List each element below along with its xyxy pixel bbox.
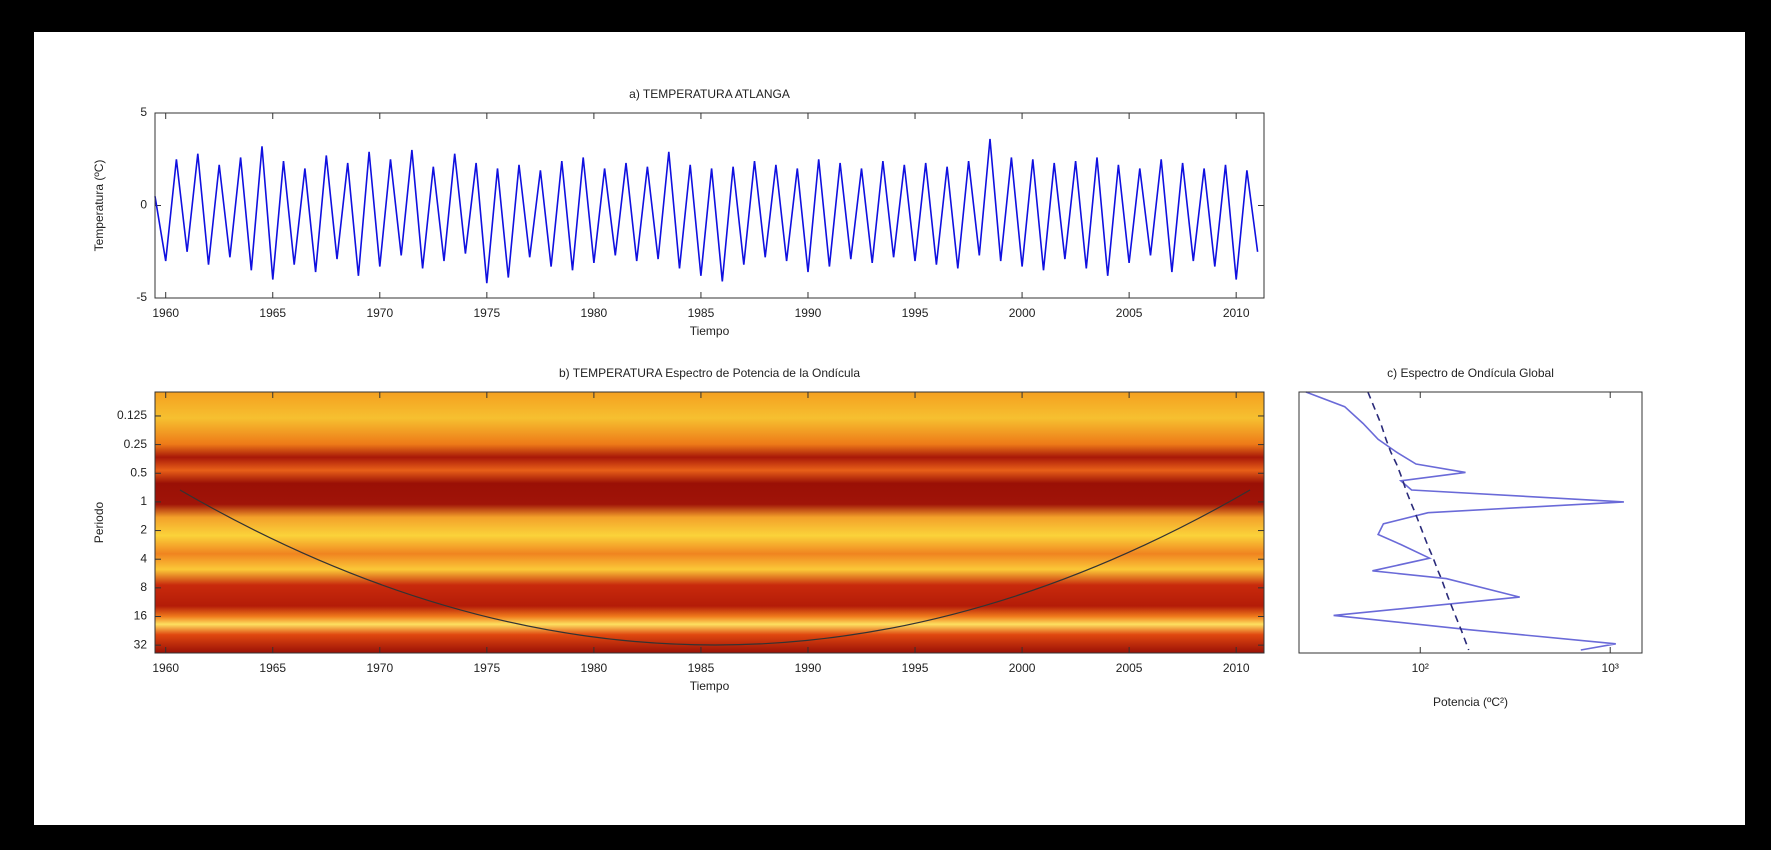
- x-tick-label: 1990: [795, 661, 822, 675]
- wavelet-power-map: [155, 392, 1264, 653]
- y-tick-label: 32: [134, 637, 148, 651]
- x-tick-label: 2010: [1223, 661, 1250, 675]
- x-axis-label: Tiempo: [690, 324, 730, 338]
- x-tick-label: 1995: [902, 306, 929, 320]
- spectrum-line: [1367, 391, 1470, 651]
- x-tick-label: 1965: [259, 661, 286, 675]
- x-tick-label: 1980: [581, 306, 608, 320]
- y-tick-label: 4: [140, 551, 147, 565]
- x-tick-label: 1970: [366, 306, 393, 320]
- y-tick-label: 0.5: [130, 465, 147, 479]
- y-tick-label: 16: [134, 609, 148, 623]
- y-tick-label: 1: [140, 494, 147, 508]
- chart-title: a) TEMPERATURA ATLANGA: [629, 87, 790, 101]
- spectrum-line: [1305, 391, 1624, 651]
- x-tick-label: 2000: [1009, 661, 1036, 675]
- x-tick-label: 10³: [1602, 661, 1619, 675]
- x-tick-label: 1995: [902, 661, 929, 675]
- plot-frame: [154, 112, 1265, 299]
- x-axis-label: Tiempo: [690, 679, 730, 693]
- y-axis-label: Periodo: [92, 502, 106, 544]
- y-axis-label: Temperatura (ºC): [92, 160, 106, 252]
- cone-of-influence: [179, 489, 1251, 646]
- y-tick-label: 2: [140, 523, 147, 537]
- y-tick-label: -5: [136, 290, 147, 304]
- y-tick-label: 5: [140, 105, 147, 119]
- x-tick-label: 1970: [366, 661, 393, 675]
- x-tick-label: 1980: [581, 661, 608, 675]
- plot-frame: [1298, 391, 1643, 654]
- x-tick-label: 1985: [688, 306, 715, 320]
- x-tick-label: 1965: [259, 306, 286, 320]
- x-tick-label: 2005: [1116, 661, 1143, 675]
- x-tick-label: 1960: [152, 661, 179, 675]
- chart-title: b) TEMPERATURA Espectro de Potencia de l…: [559, 366, 860, 380]
- y-tick-label: 0.25: [124, 437, 148, 451]
- x-tick-label: 1985: [688, 661, 715, 675]
- plot-frame: [154, 391, 1265, 654]
- series-line: [154, 138, 1259, 284]
- x-tick-label: 1975: [473, 661, 500, 675]
- y-tick-label: 8: [140, 580, 147, 594]
- x-tick-label: 2010: [1223, 306, 1250, 320]
- x-tick-label: 2000: [1009, 306, 1036, 320]
- x-tick-label: 10²: [1412, 661, 1429, 675]
- x-tick-label: 1990: [795, 306, 822, 320]
- y-tick-label: 0: [140, 198, 147, 212]
- x-tick-label: 1960: [152, 306, 179, 320]
- chart-title: c) Espectro de Ondícula Global: [1387, 366, 1554, 380]
- x-axis-label: Potencia (ºC²): [1433, 695, 1508, 709]
- x-tick-label: 2005: [1116, 306, 1143, 320]
- y-tick-label: 0.125: [117, 408, 147, 422]
- x-tick-label: 1975: [473, 306, 500, 320]
